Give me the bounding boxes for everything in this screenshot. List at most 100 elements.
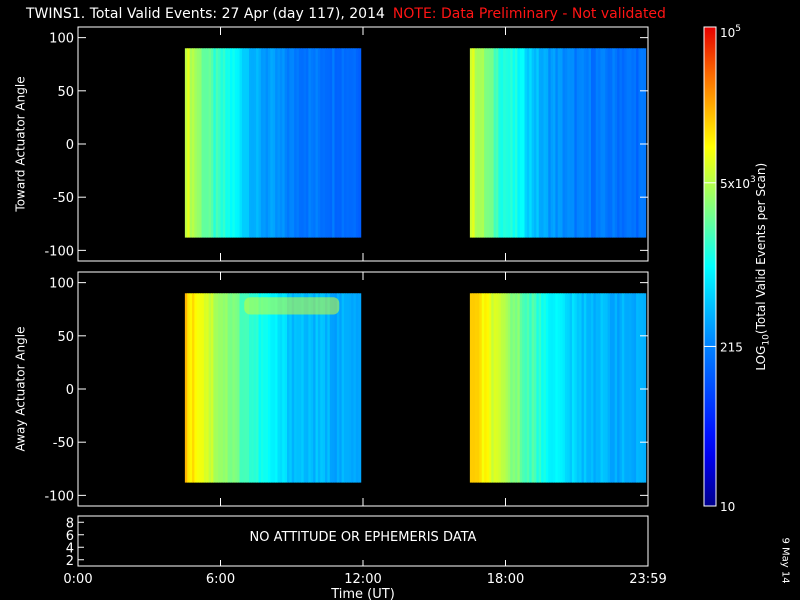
heatmap-cell: [569, 48, 573, 238]
heatmap-cell: [491, 48, 495, 238]
heatmap-cell: [560, 293, 564, 483]
heatmap-cell: [486, 48, 490, 238]
heatmap-cell: [498, 48, 502, 238]
heatmap-cell: [560, 48, 564, 238]
heatmap-cell: [317, 293, 321, 483]
heatmap-cell: [621, 293, 625, 483]
heatmap-cell: [550, 48, 554, 238]
heatmap-cell: [536, 293, 540, 483]
heatmap-cell: [253, 48, 257, 238]
heatmap-cell: [503, 48, 507, 238]
heatmap-cell: [256, 293, 260, 483]
heatmap-cell: [624, 48, 628, 238]
heatmap-cell: [548, 293, 552, 483]
heatmap-cell: [605, 293, 609, 483]
heatmap-cell: [199, 293, 203, 483]
colorbar-tick-label: 5x103: [720, 175, 756, 191]
heatmap-cell: [234, 48, 238, 238]
heatmap-cell: [598, 293, 602, 483]
heatmap-cell: [515, 48, 518, 238]
heatmap-cell: [232, 293, 236, 483]
heatmap-cell: [614, 293, 618, 483]
heatmap-cell: [640, 293, 644, 483]
heatmap-cell: [636, 293, 640, 483]
heatmap-cell: [479, 293, 483, 483]
heatmap-cell: [275, 293, 279, 483]
heatmap-cell: [529, 48, 533, 238]
heatmap-cell: [339, 293, 343, 483]
heatmap-cell: [213, 48, 217, 238]
heatmap-cell: [541, 293, 545, 483]
y-tick-label: 100: [49, 277, 74, 292]
heatmap-cell: [353, 48, 357, 238]
heatmap-cell: [313, 293, 317, 483]
heatmap-cell: [526, 293, 530, 483]
heatmap-cell: [553, 48, 556, 238]
warning-text: NOTE: Data Preliminary - Not validated: [392, 6, 666, 22]
heatmap-cell: [583, 48, 587, 238]
heatmap-cell: [626, 293, 630, 483]
heatmap-cell: [638, 48, 642, 238]
colorbar-tick-exponent: 5: [735, 24, 741, 34]
heatmap-cell: [218, 48, 222, 238]
panel-top-data-block-0: [184, 48, 362, 238]
heatmap-cell: [507, 293, 511, 483]
heatmap-cell: [510, 48, 514, 238]
heatmap-cell: [192, 48, 195, 238]
heatmap-cell: [529, 293, 533, 483]
heatmap-cell: [268, 293, 271, 483]
y-tick-label: -50: [53, 436, 74, 451]
heatmap-cell: [491, 293, 495, 483]
heatmap-cell: [287, 48, 290, 238]
heatmap-cell: [289, 293, 293, 483]
heatmap-cell: [562, 48, 566, 238]
heatmap-cell: [538, 293, 542, 483]
heatmap-cell: [512, 48, 516, 238]
heatmap-cell: [619, 48, 623, 238]
panel-top-data-block-1: [469, 48, 647, 238]
heatmap-cell: [306, 293, 309, 483]
heatmap-cell: [469, 293, 473, 483]
heatmap-cell: [633, 293, 637, 483]
heatmap-cell: [332, 293, 336, 483]
heatmap-cell: [481, 48, 485, 238]
heatmap-cell: [184, 293, 188, 483]
y-tick-label: 4: [66, 541, 74, 556]
heatmap-cell: [251, 293, 255, 483]
heatmap-cell: [531, 48, 535, 238]
x-tick-label: 18:00: [487, 572, 524, 587]
heatmap-cell: [500, 48, 504, 238]
heatmap-cell: [553, 293, 556, 483]
heatmap-cell: [184, 48, 188, 238]
heatmap-cell: [249, 293, 252, 483]
heatmap-cell: [574, 293, 578, 483]
colorbar-tick-label: 10: [720, 500, 735, 514]
heatmap-cell: [325, 293, 328, 483]
heatmap-cell: [545, 48, 549, 238]
heatmap-cell: [294, 293, 298, 483]
y-tick-label: 50: [57, 330, 74, 345]
heatmap-cell: [588, 48, 592, 238]
chart-title: TWINS1. Total Valid Events: 27 Apr (day …: [26, 6, 666, 22]
heatmap-cell: [348, 293, 352, 483]
heatmap-cell: [201, 48, 205, 238]
heatmap-cell: [631, 293, 635, 483]
x-axis-label: Time (UT): [330, 587, 395, 600]
heatmap-cell: [469, 48, 473, 238]
heatmap-cell: [569, 293, 573, 483]
heatmap-cell: [206, 293, 210, 483]
heatmap-cell: [619, 293, 623, 483]
title-text: TWINS1. Total Valid Events: 27 Apr (day …: [26, 6, 385, 22]
heatmap-cell: [593, 48, 597, 238]
heatmap-cell: [308, 293, 312, 483]
y-tick-label: -100: [44, 489, 74, 504]
heatmap-cell: [239, 293, 243, 483]
heatmap-cell: [222, 48, 226, 238]
colorbar-tick-label: 105: [720, 24, 741, 40]
heatmap-cell: [344, 293, 347, 483]
heatmap-cell: [244, 293, 248, 483]
heatmap-cell: [591, 48, 594, 238]
heatmap-cell: [187, 48, 191, 238]
heatmap-cell: [588, 293, 592, 483]
heatmap-cell: [507, 48, 511, 238]
